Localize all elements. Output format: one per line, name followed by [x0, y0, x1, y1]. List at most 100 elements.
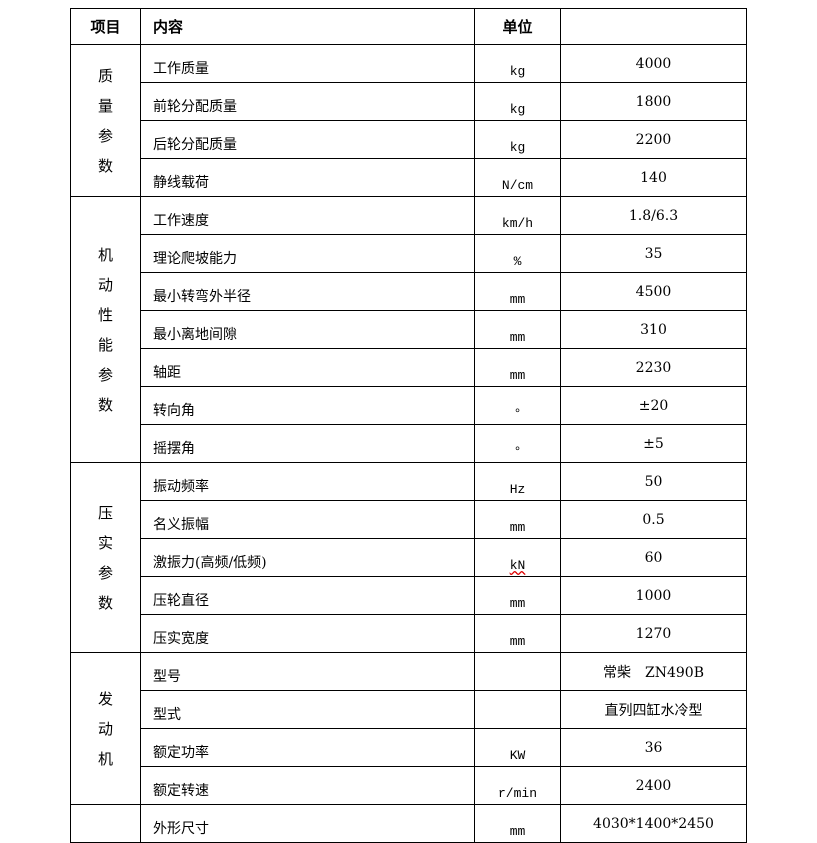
unit-text: mm: [509, 520, 526, 535]
cell-content: 最小转弯外半径: [140, 272, 475, 311]
group-label-char: 质: [97, 66, 113, 85]
table-row: 最小转弯外半径 mm 4500: [71, 272, 747, 311]
cell-content: 型号: [140, 652, 475, 691]
table-row: 名义振幅 mm 0.5: [71, 500, 747, 539]
cell-content: 后轮分配质量: [140, 120, 475, 159]
unit-text: mm: [509, 596, 526, 611]
group-label-char: 动: [97, 719, 113, 738]
group-label-char: 能: [97, 335, 113, 354]
cell-unit: kg: [474, 82, 561, 121]
cell-unit: %: [474, 234, 561, 273]
cell-content: 工作速度: [140, 196, 475, 235]
value-text: 2230: [635, 359, 672, 376]
unit-text: mm: [509, 634, 526, 649]
header-item: 项目: [70, 8, 141, 45]
value-text: 310: [640, 321, 667, 338]
content-text: 名义振幅: [153, 517, 209, 533]
group-label-char: 数: [97, 156, 113, 175]
cell-unit: N/cm: [474, 158, 561, 197]
cell-value: 35: [560, 234, 747, 273]
value-text: 1.8/6.3: [628, 207, 679, 224]
value-text: 36: [644, 739, 663, 756]
header-content: 内容: [140, 8, 475, 45]
cell-value: 50: [560, 462, 747, 501]
cell-content: 额定功率: [140, 728, 475, 767]
value-text: 140: [640, 169, 667, 186]
content-text: 额定功率: [153, 745, 209, 761]
cell-value: ±5: [560, 424, 747, 463]
content-text: 压轮直径: [153, 593, 209, 609]
group-label-char: 量: [97, 96, 113, 115]
value-text: 4030*1400*2450: [593, 815, 714, 832]
unit-text: mm: [509, 368, 526, 383]
content-text: 型式: [153, 707, 181, 723]
unit-text: kg: [509, 140, 526, 155]
value-text: ±20: [638, 397, 669, 414]
value-text: 60: [644, 549, 663, 566]
content-text: 静线载荷: [153, 175, 209, 191]
content-text: 振动频率: [153, 479, 209, 495]
cell-value: 60: [560, 538, 747, 577]
value-text: 1270: [635, 625, 672, 642]
unit-text: Hz: [509, 482, 526, 497]
cell-value: 4030*1400*2450: [560, 804, 747, 843]
cell-value: 1000: [560, 576, 747, 615]
group-label-char: 性: [97, 305, 113, 324]
table-row: 压轮直径 mm 1000: [71, 576, 747, 615]
cell-value: 2200: [560, 120, 747, 159]
group-label-char: 动: [97, 275, 113, 294]
cell-content: 名义振幅: [140, 500, 475, 539]
group-label-char: 发: [97, 689, 113, 708]
cell-value: 直列四缸水冷型: [560, 690, 747, 729]
cell-value: 0.5: [560, 500, 747, 539]
group-label: 机动性能参数: [70, 196, 141, 463]
table-row: 静线载荷 N/cm 140: [71, 158, 747, 197]
cell-content: 型式: [140, 690, 475, 729]
unit-text: mm: [509, 292, 526, 307]
group-label-char: 参: [97, 126, 113, 145]
cell-value: 1800: [560, 82, 747, 121]
cell-unit: mm: [474, 310, 561, 349]
value-text: 4500: [635, 283, 672, 300]
cell-content: 转向角: [140, 386, 475, 425]
table-row: 转向角 ° ±20: [71, 386, 747, 425]
cell-unit: [474, 690, 561, 729]
cell-content: 工作质量: [140, 44, 475, 83]
table-row: 型式 直列四缸水冷型: [71, 690, 747, 729]
value-text: 50: [644, 473, 663, 490]
header-value: [560, 8, 747, 45]
content-text: 型号: [153, 669, 181, 685]
value-text: 直列四缸水冷型: [604, 702, 703, 719]
cell-unit: °: [474, 424, 561, 463]
content-text: 理论爬坡能力: [153, 251, 237, 267]
value-text: ±5: [643, 435, 664, 452]
cell-value: 4000: [560, 44, 747, 83]
unit-text: kg: [509, 102, 526, 117]
group-label-char: 压: [97, 503, 113, 522]
cell-content: 前轮分配质量: [140, 82, 475, 121]
unit-text: r/min: [497, 786, 537, 801]
table-row: 轴距 mm 2230: [71, 348, 747, 387]
value-text: 1800: [635, 93, 672, 110]
cell-value: ±20: [560, 386, 747, 425]
unit-text: kg: [509, 64, 526, 79]
cell-content: 压轮直径: [140, 576, 475, 615]
cell-content: 摇摆角: [140, 424, 475, 463]
cell-unit: mm: [474, 348, 561, 387]
cell-unit: [474, 652, 561, 691]
content-text: 激振力(高频/低频): [153, 555, 267, 571]
cell-unit: mm: [474, 804, 561, 843]
value-text: 35: [644, 245, 663, 262]
cell-value: 2400: [560, 766, 747, 805]
value-text: 2200: [635, 131, 672, 148]
content-text: 工作质量: [153, 61, 209, 77]
content-text: 外形尺寸: [153, 821, 209, 837]
cell-unit: km/h: [474, 196, 561, 235]
group-label-char: 实: [97, 533, 113, 552]
cell-value: 4500: [560, 272, 747, 311]
unit-text: °: [513, 444, 522, 459]
group-label: [70, 804, 141, 843]
table-row: 外形尺寸 mm 4030*1400*2450: [70, 804, 747, 843]
table-row: 机动性能参数工作速度 km/h 1.8/6.3: [70, 196, 747, 463]
cell-unit: KW: [474, 728, 561, 767]
